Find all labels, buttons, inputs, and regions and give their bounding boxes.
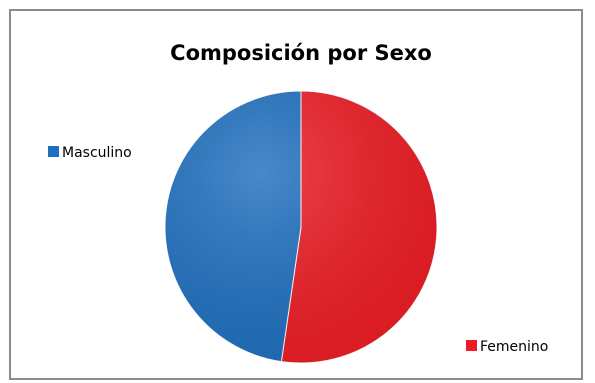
chart-title: Composición por Sexo: [170, 41, 432, 65]
pie-shading: [165, 91, 437, 363]
legend: Masculino Femenino: [48, 145, 548, 355]
pie-slices: [164, 90, 438, 364]
legend-swatch-femenino: [466, 340, 477, 351]
legend-label-femenino: Femenino: [480, 339, 548, 355]
legend-label-masculino: Masculino: [62, 145, 132, 161]
legend-swatch-masculino: [48, 146, 59, 157]
